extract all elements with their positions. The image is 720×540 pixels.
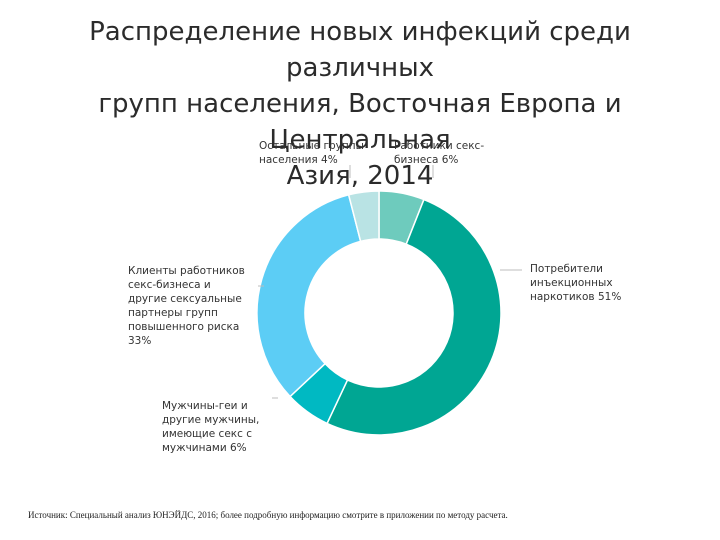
chart-title: Распределение новых инфекций среди разли…: [30, 14, 690, 194]
slice-label-msm: Мужчины-геи и другие мужчины, имеющие се…: [162, 400, 260, 454]
slice-label-sex-workers: Работники секс- бизнеса 6%: [394, 140, 485, 166]
slice-injecting-drug-users: [326, 198, 502, 436]
slice-label-other: Остальные группы населения 4%: [259, 140, 364, 166]
slice-clients: [256, 193, 362, 398]
slice-label-clients: Клиенты работников секс-бизнеса и другие…: [128, 265, 245, 347]
chart-title-line-3: Азия, 2014: [286, 161, 434, 191]
slice-other: [347, 190, 380, 243]
chart-title-line-1: Распределение новых инфекций среди разли…: [89, 17, 631, 83]
leader-lines: [258, 165, 522, 399]
chart-title-line-2: групп населения, Восточная Европа и Цент…: [98, 89, 622, 155]
slice-label-injecting-drug-users: Потребители инъекционных наркотиков 51%: [530, 263, 622, 303]
donut-slices: [256, 190, 502, 436]
source-note: Источник: Специальный анализ ЮНЭЙДС, 201…: [28, 510, 508, 520]
